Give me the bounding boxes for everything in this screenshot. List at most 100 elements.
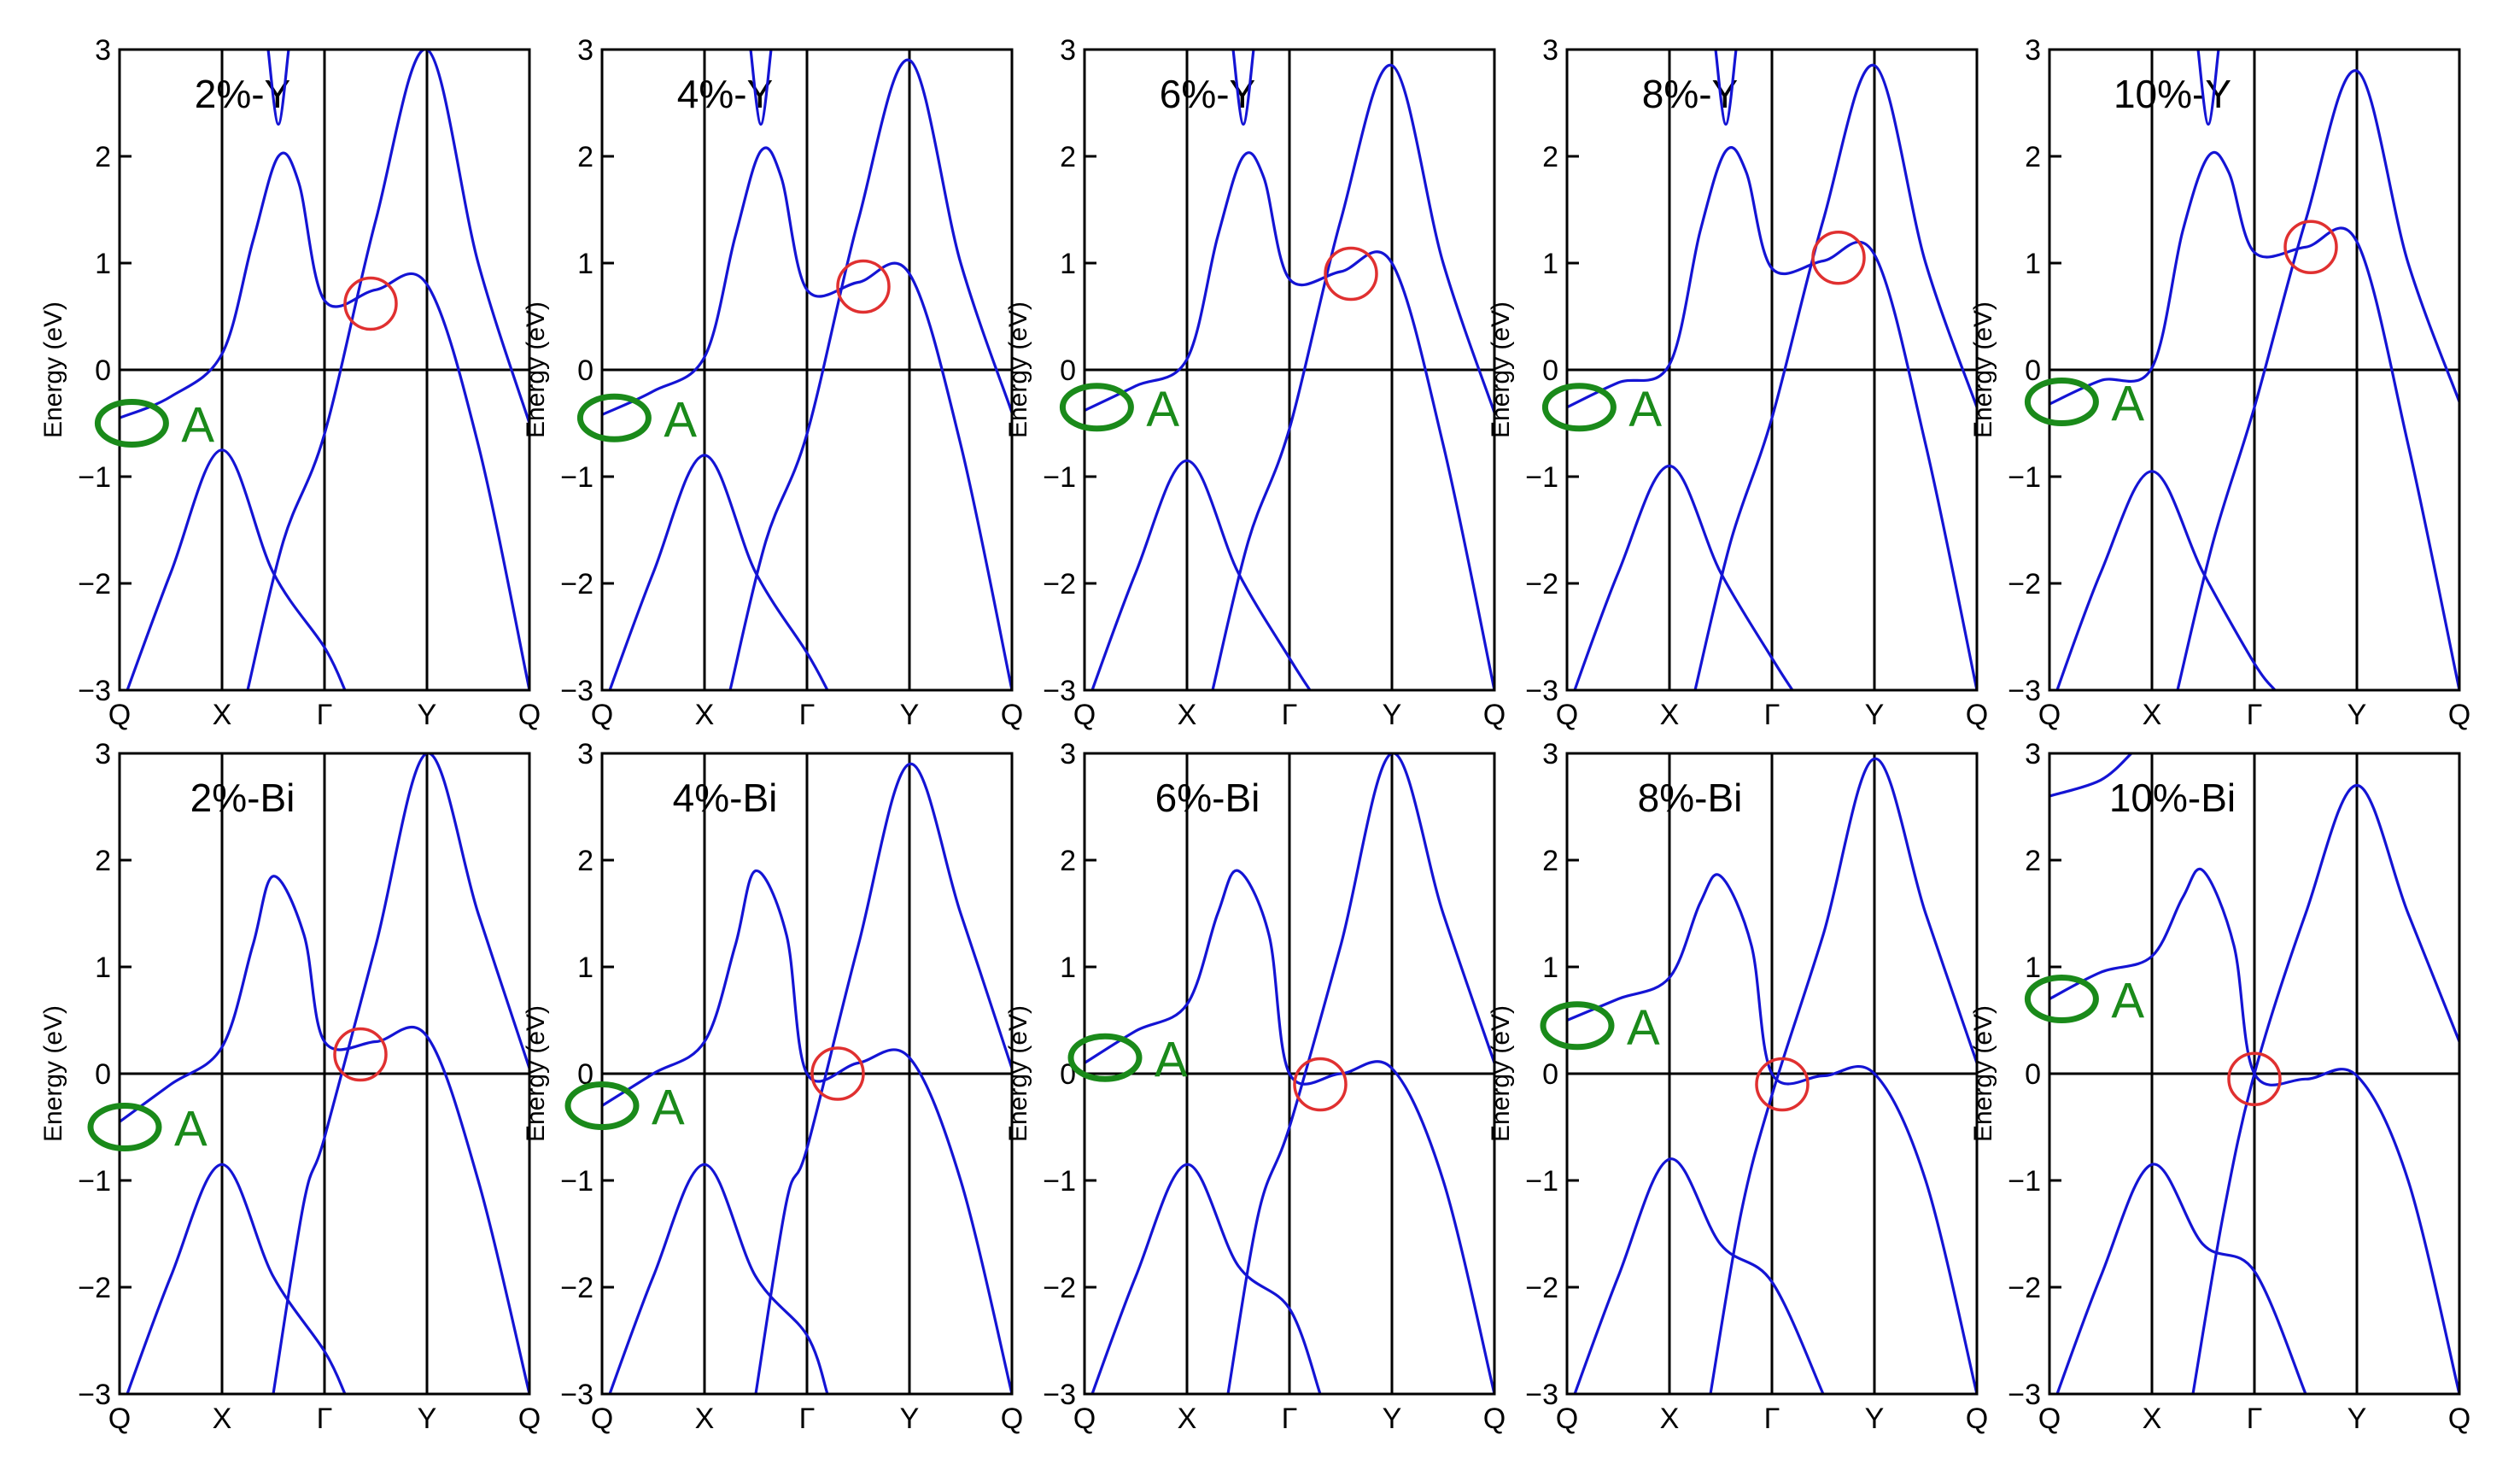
band-line — [1090, 1163, 1322, 1394]
band-line — [1085, 869, 1494, 1394]
x-tick-label: X — [1178, 1403, 1197, 1435]
title-box — [2087, 769, 2258, 830]
x-tick-label: X — [1178, 699, 1197, 731]
bands-group — [2049, 50, 2459, 690]
band-line — [1567, 146, 1977, 690]
y-tick-label: 3 — [2025, 738, 2041, 770]
x-tick-label: Q — [591, 699, 613, 731]
y-tick-label: 3 — [1060, 34, 1076, 67]
y-tick-label: −3 — [1525, 1379, 1558, 1411]
x-tick-label: Q — [108, 1403, 131, 1435]
y-tick-label: 0 — [2025, 354, 2041, 387]
crossing-marker — [810, 1046, 865, 1101]
y-tick-label: 1 — [577, 952, 593, 984]
band-line — [246, 50, 529, 690]
band-line — [728, 58, 1012, 690]
y-tick-label: 1 — [95, 248, 111, 280]
y-tick-label: 3 — [577, 738, 593, 770]
panel-title: 4%-Bi — [673, 776, 778, 820]
y-tick-label: 2 — [577, 845, 593, 877]
bands-group — [120, 753, 529, 1394]
bands-group — [602, 762, 1012, 1394]
y-tick-label: 0 — [1060, 354, 1076, 387]
band-line — [2196, 50, 2220, 126]
x-tick-label: X — [1660, 1403, 1680, 1435]
y-tick-label: −1 — [78, 1165, 111, 1198]
region-a-label: A — [181, 398, 214, 454]
crossing-marker — [2227, 1051, 2282, 1106]
band-line — [272, 753, 529, 1394]
title-box — [1122, 65, 1293, 126]
band-line — [754, 762, 1012, 1394]
x-tick-label: Q — [1556, 1403, 1578, 1435]
bands-group — [1567, 757, 1977, 1394]
region-a-label: A — [652, 1081, 685, 1136]
region-a-label: A — [664, 392, 697, 448]
y-tick-label: 2 — [577, 141, 593, 173]
y-tick-label: −1 — [1043, 461, 1076, 494]
x-tick-label: Y — [1865, 1403, 1885, 1435]
x-tick-label: X — [213, 1403, 232, 1435]
band-line — [602, 146, 1012, 690]
y-tick-label: 1 — [95, 952, 111, 984]
x-tick-label: Q — [1966, 1403, 1988, 1435]
x-tick-label: Y — [1383, 1403, 1402, 1435]
y-axis-label: Energy (eV) — [522, 302, 550, 438]
y-tick-label: 3 — [2025, 34, 2041, 67]
title-box — [1605, 769, 1775, 830]
y-tick-label: −1 — [560, 461, 593, 494]
bands-group — [602, 50, 1012, 690]
x-tick-label: Γ — [317, 1403, 333, 1435]
region-a-marker — [576, 393, 652, 442]
band-line — [608, 454, 829, 690]
region-a-marker — [564, 1081, 640, 1130]
y-tick-label: −2 — [2008, 1272, 2041, 1304]
bands-group — [2049, 753, 2459, 1394]
band-line — [2055, 470, 2277, 690]
y-tick-label: −2 — [1043, 568, 1076, 600]
x-tick-label: Y — [900, 699, 920, 731]
band-line — [1709, 757, 1977, 1394]
y-tick-label: −3 — [560, 675, 593, 707]
x-tick-label: Y — [1383, 699, 1402, 731]
x-tick-label: Γ — [1282, 699, 1298, 731]
bands-group — [1085, 50, 1494, 690]
y-tick-label: −3 — [1043, 675, 1076, 707]
band-line — [602, 869, 1012, 1394]
bands-group — [1567, 50, 1977, 690]
y-tick-label: 2 — [1060, 141, 1076, 173]
y-tick-label: 1 — [1060, 952, 1076, 984]
x-tick-label: Γ — [1282, 1403, 1298, 1435]
x-tick-label: X — [213, 699, 232, 731]
title-box — [640, 769, 810, 830]
crossing-marker — [1324, 246, 1378, 302]
x-tick-label: Γ — [1764, 699, 1780, 731]
y-tick-label: −3 — [560, 1379, 593, 1411]
y-tick-label: −1 — [1525, 1165, 1558, 1198]
region-a-label: A — [1146, 382, 1179, 437]
region-a-marker — [2024, 378, 2099, 426]
y-tick-label: 3 — [577, 34, 593, 67]
band-line — [2049, 150, 2459, 690]
x-tick-label: Y — [2348, 1403, 2367, 1435]
x-tick-label: Γ — [2247, 1403, 2263, 1435]
band-line — [2049, 867, 2459, 1394]
panel-title: 6%-Bi — [1155, 776, 1260, 820]
x-tick-label: Q — [1001, 699, 1023, 731]
x-tick-label: X — [2143, 699, 2162, 731]
region-a-label: A — [2111, 377, 2144, 432]
x-tick-label: Q — [1483, 699, 1506, 731]
band-line — [1231, 50, 1255, 126]
band-line — [1714, 50, 1738, 126]
y-tick-label: 2 — [2025, 141, 2041, 173]
band-line — [1573, 1157, 1825, 1394]
x-tick-label: Q — [1966, 699, 1988, 731]
y-tick-label: −2 — [560, 1272, 593, 1304]
band-line — [2191, 783, 2459, 1394]
x-tick-label: Q — [518, 1403, 541, 1435]
